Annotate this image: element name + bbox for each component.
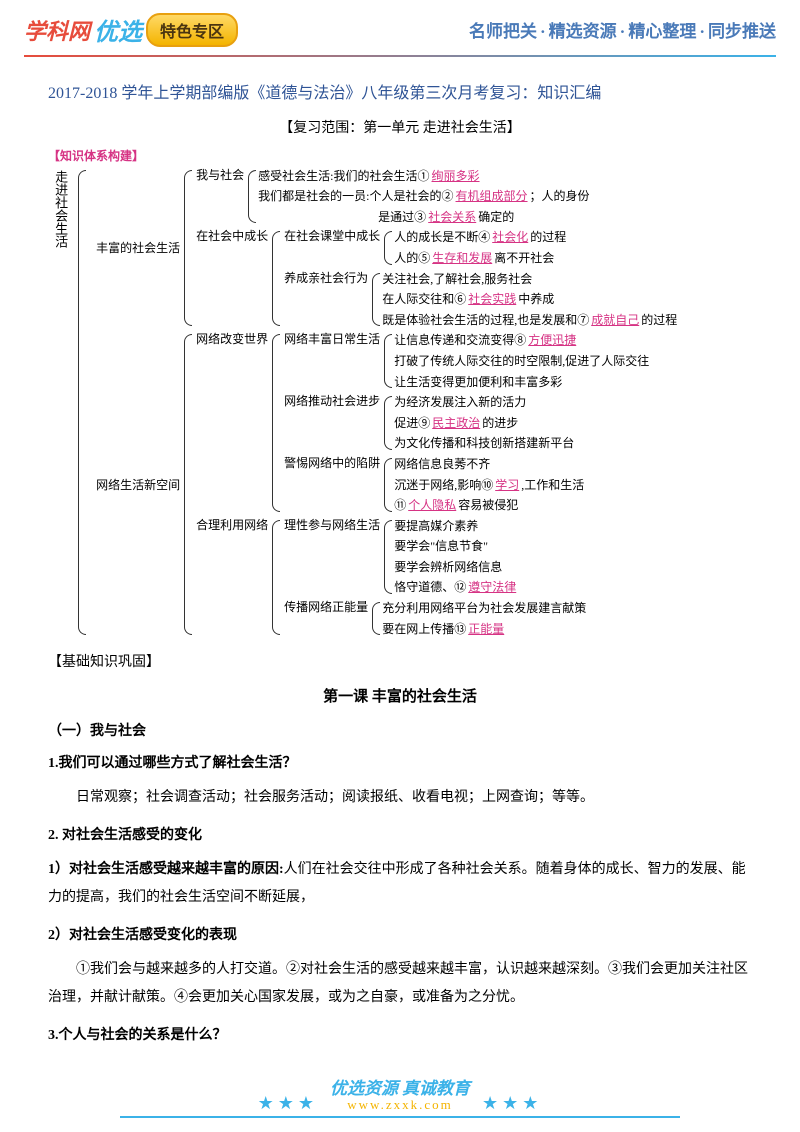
page-footer: ★★★ 优选资源 真诚教育 www.zxxk.com ★★★ (0, 1064, 800, 1132)
footer-slogan-b: 真诚教育 (402, 1079, 470, 1098)
leaf-label: 在社会课堂中成长 (282, 227, 382, 268)
content-area: 2017-2018 学年上学期部编版《道德与法治》八年级第三次月考复习：知识汇编… (0, 65, 800, 1044)
tagline-part: 同步推送 (708, 22, 776, 41)
header-left: 学科网 优选 特色专区 (24, 12, 238, 47)
leaf-label: 理性参与网络生活 (282, 516, 382, 598)
tagline-part: 精选资源 (549, 22, 617, 41)
leaf-label: 养成亲社会行为 (282, 269, 370, 331)
document-title: 2017-2018 学年上学期部编版《道德与法治》八年级第三次月考复习：知识汇编 (48, 79, 752, 103)
answer-2-2: ①我们会与越来越多的人打交道。②对社会生活的感受越来越丰富，认识越来越深刻。③我… (48, 956, 752, 1012)
lesson-title: 第一课 丰富的社会生活 (48, 685, 752, 706)
leaf-label: 警惕网络中的陷阱 (282, 454, 382, 516)
branch-label: 丰富的社会生活 (94, 166, 182, 331)
logo-secondary: 优选 (94, 12, 142, 47)
logo-primary: 学科网 (24, 14, 90, 46)
tree-branch-2: 网络生活新空间 网络改变世界 网络丰富日常生活 让信息传 (94, 330, 677, 639)
question-2: 2. 对社会生活感受的变化 (48, 824, 752, 844)
stars-left: ★★★ (258, 1093, 318, 1113)
page-header: 学科网 优选 特色专区 名师把关·精选资源·精心整理·同步推送 (0, 0, 800, 55)
tagline-part: 名师把关 (469, 22, 537, 41)
tagline-part: 精心整理 (628, 22, 696, 41)
question-1: 1.我们可以通过哪些方式了解社会生活？ (48, 752, 752, 772)
node-label: 我与社会 (194, 166, 246, 228)
answer-1: 日常观察；社会调查活动；社会服务活动；阅读报纸、收看电视；上网查询；等等。 (48, 784, 752, 812)
leaf-label: 网络丰富日常生活 (282, 330, 382, 392)
tree-branch-1: 丰富的社会生活 我与社会 感受社会生活:我们的社会生活①绚丽多彩 我们都是社会的… (94, 166, 677, 331)
feature-badge: 特色专区 (146, 13, 238, 47)
footer-url: www.zxxk.com (330, 1097, 470, 1113)
node-label: 合理利用网络 (194, 516, 270, 640)
header-divider (24, 55, 776, 57)
stars-right: ★★★ (482, 1093, 542, 1113)
question-2-2: 2）对社会生活感受变化的表现 (48, 924, 752, 944)
knowledge-tree: 【知识体系构建】 走进社会生活 丰富的社会生活 我与社会 感受社会生活:我们的社… (48, 147, 752, 639)
leaf-label: 传播网络正能量 (282, 598, 370, 639)
question-2-1: 1）对社会生活感受越来越丰富的原因:人们在社会交往中形成了各种社会关系。随着身体… (48, 856, 752, 912)
node-label: 网络改变世界 (194, 330, 270, 515)
header-tagline: 名师把关·精选资源·精心整理·同步推送 (469, 17, 776, 42)
branch-label: 网络生活新空间 (94, 330, 182, 639)
node-lines: 感受社会生活:我们的社会生活①绚丽多彩 我们都是社会的一员:个人是社会的②有机组… (258, 166, 677, 228)
question-3: 3.个人与社会的关系是什么？ (48, 1024, 752, 1044)
basics-label: 【基础知识巩固】 (48, 651, 752, 671)
review-scope: 【复习范围：第一单元 走进社会生活】 (48, 117, 752, 137)
tree-label: 【知识体系构建】 (48, 147, 752, 166)
node-label: 在社会中成长 (194, 227, 270, 330)
tree-root: 走进社会生活 (48, 166, 72, 640)
footer-slogan-a: 优选资源 (330, 1079, 398, 1098)
sub-heading: （一）我与社会 (48, 720, 752, 740)
leaf-label: 网络推动社会进步 (282, 392, 382, 454)
